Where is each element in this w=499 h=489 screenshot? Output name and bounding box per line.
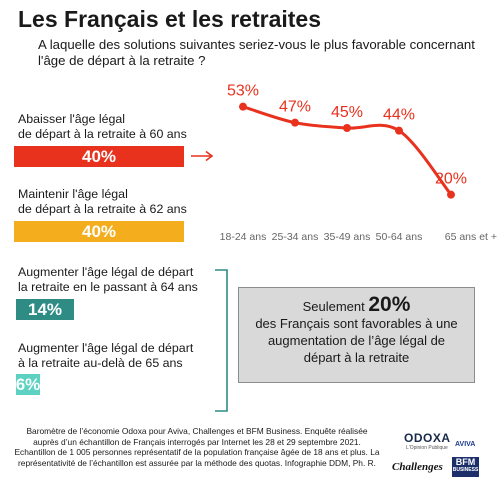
option-label-60-line1: Abaisser l'âge légal [18,112,126,126]
page-title: Les Français et les retraites [18,6,321,32]
option-label-64-line1: Augmenter l'âge légal de départ [18,265,194,279]
option-label-64-line2: la retraite en le passant à 64 ans [18,280,198,294]
x-tick-label: 65 ans et + [445,231,497,243]
bar-option-64: 14% [16,299,74,320]
data-label: 45% [331,104,363,121]
data-point [447,190,455,199]
odoxa-tagline: L'Opinion Publique [406,445,448,451]
x-tick-label: 35-49 ans [324,231,371,243]
data-point [291,118,299,127]
callout-line1: Seulement 20% [239,293,474,316]
odoxa-logo: ODOXA [404,431,451,445]
option-label-64: Augmenter l'âge légal de départ la retra… [18,265,198,295]
data-point [239,102,247,111]
option-label-62-line1: Maintenir l'âge légal [18,187,128,201]
option-label-60: Abaisser l'âge légal de départ à la retr… [18,112,187,142]
footer-source: Baromètre de l’économie Odoxa pour Aviva… [8,426,386,468]
data-point [343,124,351,132]
x-tick-label: 25-34 ans [272,231,319,243]
x-tick-label: 50-64 ans [376,231,423,243]
data-label: 20% [435,171,467,188]
data-label: 53% [227,83,259,100]
data-point [395,126,403,135]
option-label-60-line2: de départ à la retraite à 60 ans [18,127,187,141]
footer-line2: auprès d’un échantillon de Français inte… [33,436,361,447]
bar-option-60: 40% [14,146,184,167]
bfm-business-logo: BFM BUSINESS [452,457,479,477]
bfm-logo-line1: BFM [455,457,476,467]
callout-prefix: Seulement [302,299,365,314]
option-label-65: Augmenter l'âge légal de départ à la ret… [18,341,193,371]
option-label-65-line1: Augmenter l'âge légal de départ [18,341,194,355]
option-label-62: Maintenir l'âge légal de départ à la ret… [18,187,187,217]
bar-option-62: 40% [14,221,184,242]
callout-line2: des Français sont favorables à une [255,316,458,331]
aviva-logo: AVIVA [455,441,476,448]
option-label-62-line2: de départ à la retraite à 62 ans [18,202,187,216]
footer-line1: Baromètre de l’économie Odoxa pour Aviva… [26,426,368,436]
x-tick-label: 18-24 ans [220,231,267,243]
callout-line3: augmentation de l’âge légal de [267,333,446,348]
age-line-chart: 53% 47% 45% 44% 20% 18-24 ans 25-34 ans 35-49 a… [220,83,497,243]
question-subtitle: A laquelle des solutions suivantes serie… [38,37,475,68]
data-label: 44% [383,107,415,124]
option-label-65-line2: à la retraite au-delà de 65 ans [18,356,183,370]
callout-value: 20% [368,293,411,316]
bar-option-65: 6% [15,374,41,395]
callout-line4: départ à la retraite [303,350,410,365]
data-label: 47% [279,99,311,116]
challenges-logo: Challenges [392,461,443,473]
arrow-right-icon [191,150,214,162]
bracket-decoration [215,269,228,412]
callout-box: Seulement 20% des Français sont favorabl… [238,287,475,383]
footer-line4: représentativité de l’échantillon est as… [18,457,376,468]
bfm-logo-line2: BUSINESS [452,467,479,473]
footer-line3: Echantillon de 1 005 personnes représent… [14,447,380,457]
